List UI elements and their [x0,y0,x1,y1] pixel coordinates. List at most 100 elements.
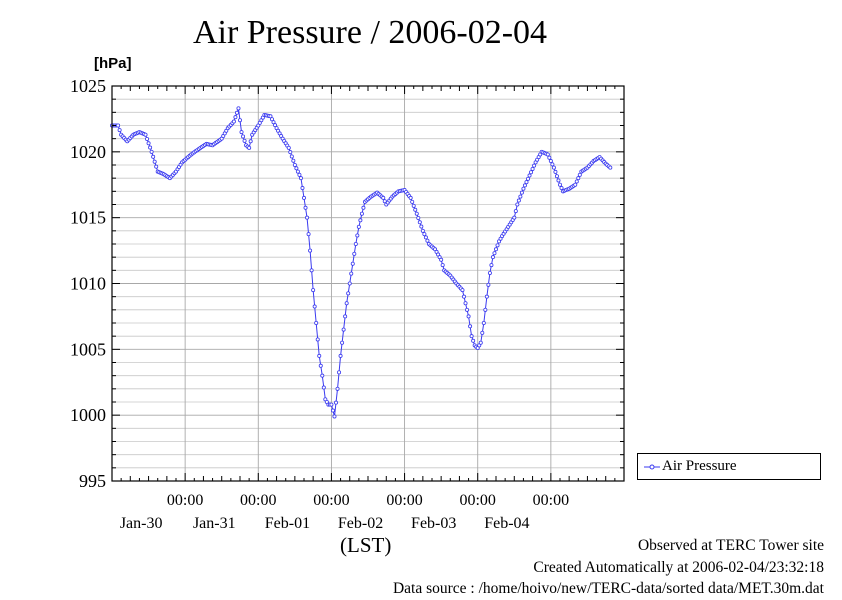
data-point [422,232,427,237]
x-tick-date-label: Jan-31 [193,515,236,532]
data-point [344,301,349,306]
data-point [461,294,466,299]
data-point [410,199,415,204]
data-point [148,145,153,150]
x-tick-time-label: 00:00 [167,492,203,509]
data-point [423,235,428,240]
data-point [522,183,527,188]
data-point [356,224,361,229]
data-point [300,186,305,191]
data-point [236,106,241,111]
data-point [117,128,122,133]
data-point [337,370,342,375]
data-point [330,408,335,413]
legend-label: Air Pressure [662,458,737,474]
data-point [239,130,244,135]
data-point [608,165,613,170]
data-point [527,173,532,178]
x-tick-date-label: Jan-30 [120,515,163,532]
data-point [480,330,485,335]
data-point [487,270,492,275]
data-point [305,215,310,220]
y-tick-label: 1005 [70,339,106,359]
y-tick-label: 1025 [70,76,106,96]
data-point [297,172,302,177]
credits-created: Created Automatically at 2006-02-04/23:3… [533,558,824,576]
data-point [271,120,276,125]
x-axis: 00:00Jan-3000:00Jan-3100:00Feb-0100:00Fe… [111,86,625,532]
credits-block: Observed at TERC Tower site Created Auto… [393,535,824,600]
credits-site: Observed at TERC Tower site [637,537,824,554]
x-tick-date-label: Feb-01 [265,515,310,532]
data-point [329,402,334,407]
data-point [529,170,534,175]
data-point [321,385,326,390]
data-point [490,255,495,260]
data-point [273,123,278,128]
x-tick-date-label: Feb-04 [484,515,529,532]
data-point [493,247,498,252]
data-point [545,152,550,157]
x-tick-time-label: 00:00 [386,492,422,509]
data-point [346,291,351,296]
credits-source: Data source : /home/hoivo/new/TERC-data/… [392,580,824,597]
data-point [315,337,320,342]
data-point [286,145,291,150]
x-tick-time-label: 00:00 [533,492,569,509]
data-point [361,205,366,210]
data-point [233,115,238,120]
data-point [292,162,297,167]
data-point [311,288,316,293]
data-point [576,176,581,181]
data-point [143,132,148,137]
data-point [512,215,517,220]
data-point [340,340,345,345]
air-pressure-series [110,106,613,419]
data-point [288,150,293,155]
data-point [231,119,236,124]
data-point [298,176,303,181]
y-axis: 995 1000 1005 1010 1015 1020 1025 [70,76,624,491]
data-point [242,138,247,143]
data-point [301,195,306,200]
data-point [149,149,154,154]
data-point [551,165,556,170]
air-pressure-line [112,108,611,417]
data-point [519,190,524,195]
data-point [481,320,486,325]
data-point [335,386,340,391]
data-point [358,218,363,223]
data-point [556,178,561,183]
data-point [574,179,579,184]
data-point [116,123,121,128]
data-point [294,166,299,171]
data-point [466,314,471,319]
data-point [314,320,319,325]
data-point [420,228,425,233]
data-point [513,209,518,214]
x-tick-time-label: 00:00 [313,492,349,509]
data-point [558,182,563,187]
data-point [489,263,494,268]
data-point [318,363,323,368]
data-point [414,211,419,216]
data-point [306,232,311,237]
data-point [460,288,465,293]
data-point [234,110,239,115]
data-point [524,180,529,185]
data-point [521,186,526,191]
data-point [553,169,558,174]
data-point [468,324,473,329]
data-point [333,400,338,405]
data-point [495,243,500,248]
data-point [247,145,252,150]
data-point [486,282,491,287]
data-point [577,172,582,177]
data-point [381,195,386,200]
y-tick-label: 1010 [70,274,106,294]
data-point [289,154,294,159]
data-point [343,314,348,319]
data-point [152,159,157,164]
y-tick-label: 995 [79,471,106,491]
data-point [303,205,308,210]
